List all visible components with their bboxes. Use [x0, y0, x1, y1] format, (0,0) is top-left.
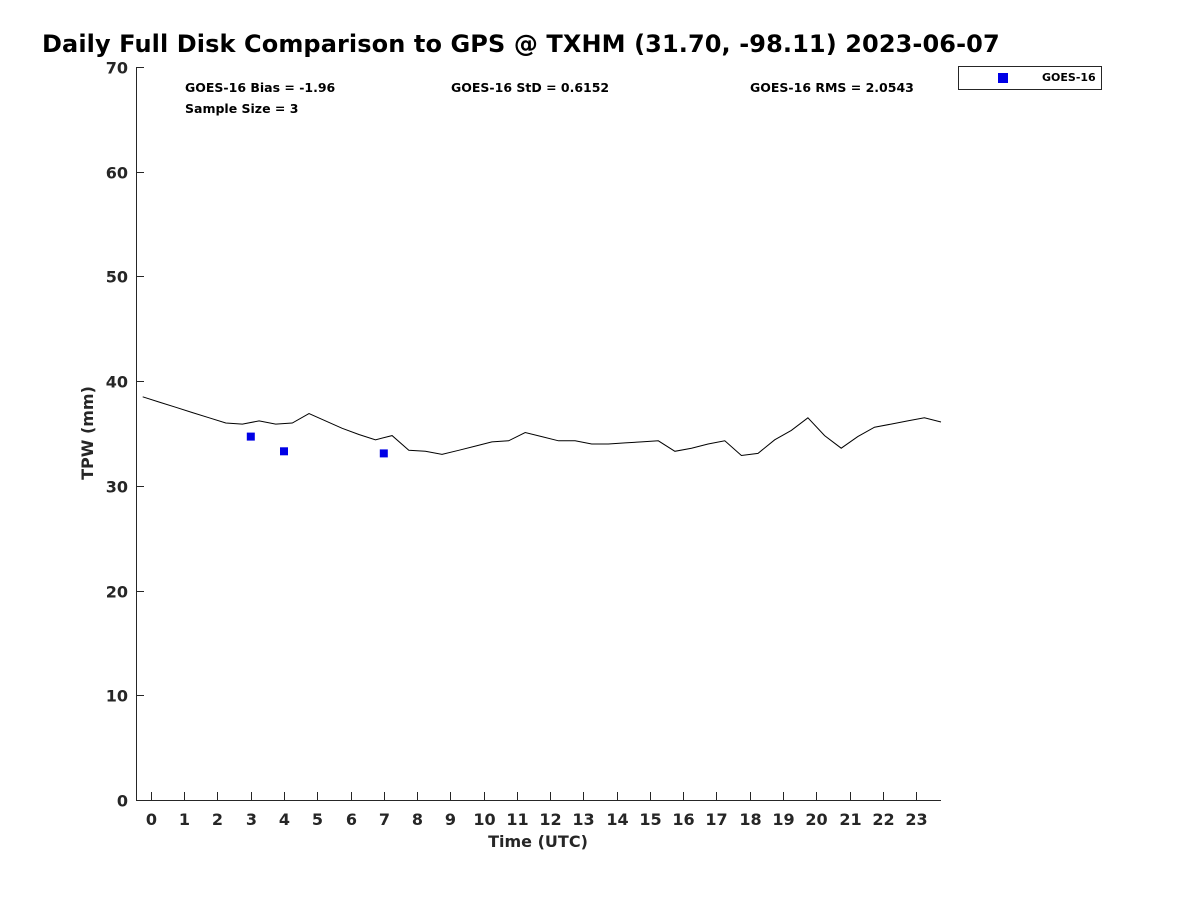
x-tick-label: 23 [905, 810, 927, 829]
sample-size-annotation: Sample Size = 3 [185, 101, 298, 116]
data-point-goes16 [246, 432, 255, 441]
chart-title: Daily Full Disk Comparison to GPS @ TXHM… [42, 30, 1000, 58]
axes [136, 67, 941, 801]
x-tick-label: 22 [872, 810, 894, 829]
y-tick-label: 0 [117, 792, 128, 811]
y-ticks: 0 10 20 30 40 50 60 70 [106, 59, 144, 811]
y-axis-title: TPW (mm) [78, 386, 97, 480]
rms-annotation: GOES-16 RMS = 2.0543 [750, 80, 914, 95]
legend-label-goes16: GOES-16 [1042, 71, 1096, 84]
x-tick-label: 20 [805, 810, 827, 829]
x-tick-label: 18 [739, 810, 761, 829]
x-tick-label: 3 [246, 810, 257, 829]
x-tick-label: 2 [212, 810, 223, 829]
x-tick-label: 10 [473, 810, 495, 829]
x-tick-label: 14 [606, 810, 628, 829]
y-tick-label: 30 [106, 478, 128, 497]
y-tick-label: 20 [106, 583, 128, 602]
x-ticks: 0 1 2 3 4 5 6 7 8 9 10 11 12 13 14 15 16 17 18 19 20 21 22 23 [146, 792, 928, 829]
x-tick-label: 11 [506, 810, 528, 829]
x-tick-label: 8 [412, 810, 423, 829]
x-tick-label: 15 [639, 810, 661, 829]
x-axis-title: Time (UTC) [488, 832, 588, 851]
data-point-goes16 [379, 449, 388, 458]
x-tick-label: 7 [379, 810, 390, 829]
x-tick-label: 19 [772, 810, 794, 829]
legend-marker-goes16 [998, 73, 1008, 83]
y-tick-label: 10 [106, 687, 128, 706]
x-tick-label: 1 [179, 810, 190, 829]
y-tick-label: 70 [106, 59, 128, 78]
x-tick-label: 17 [705, 810, 727, 829]
legend: GOES-16 [958, 66, 1102, 90]
legend-box [958, 66, 1102, 90]
y-tick-label: 40 [106, 373, 128, 392]
x-tick-label: 9 [445, 810, 456, 829]
series-layer [142, 396, 942, 458]
y-tick-label: 50 [106, 268, 128, 287]
x-tick-label: 4 [279, 810, 290, 829]
x-tick-label: 21 [839, 810, 861, 829]
x-tick-label: 5 [312, 810, 323, 829]
x-tick-label: 13 [572, 810, 594, 829]
std-annotation: GOES-16 StD = 0.6152 [451, 80, 609, 95]
y-tick-label: 60 [106, 164, 128, 183]
data-point-goes16 [280, 447, 288, 456]
x-tick-label: 16 [672, 810, 694, 829]
x-tick-label: 0 [146, 810, 157, 829]
bias-annotation: GOES-16 Bias = -1.96 [185, 80, 336, 95]
x-tick-label: 6 [346, 810, 357, 829]
x-tick-label: 12 [539, 810, 561, 829]
series-line-gps [142, 396, 942, 457]
